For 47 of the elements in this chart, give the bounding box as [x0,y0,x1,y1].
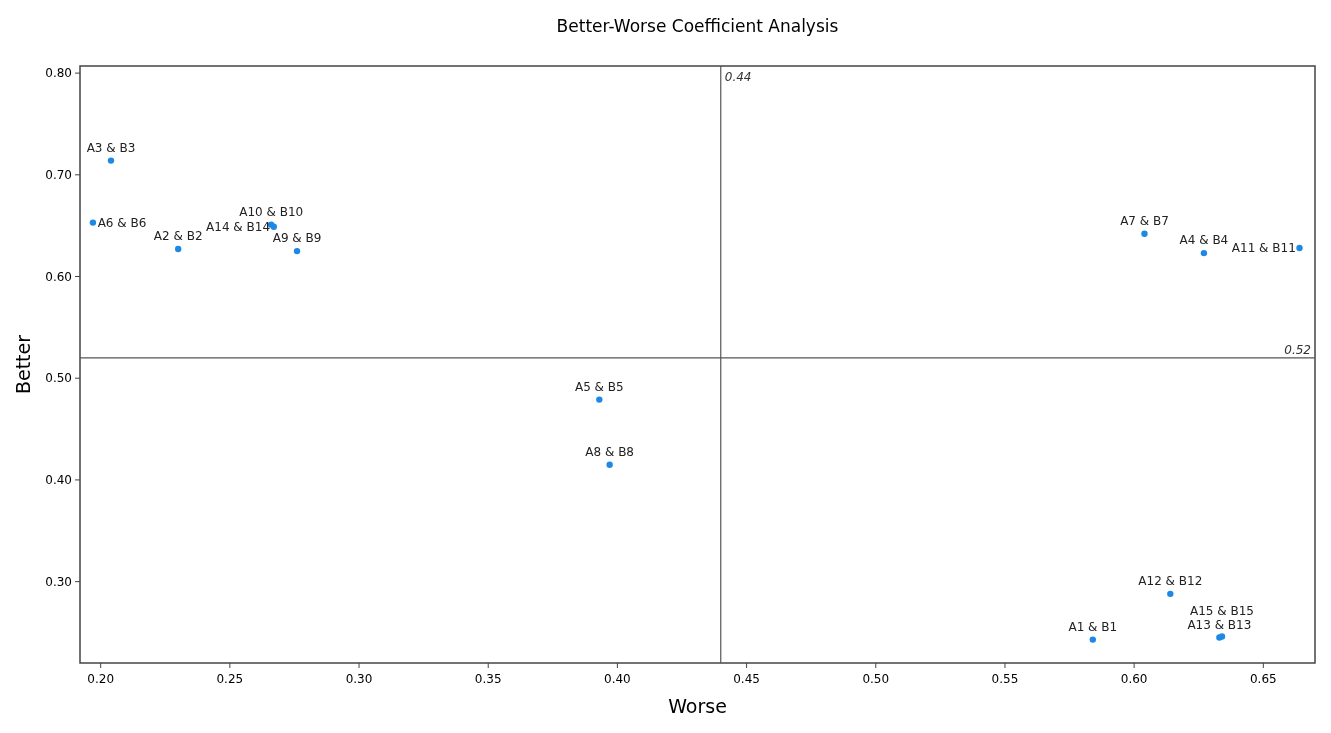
annotation: A10 & B10 [239,204,304,219]
x-tick-label: 0.50 [862,672,890,686]
y-tick-label: 0.60 [45,269,72,284]
annotation: A1 & B1 [1068,619,1118,634]
annotation: A4 & B4 [1179,233,1229,248]
x-tick-label: 0.30 [345,672,373,686]
x-tick-label: 0.40 [604,672,631,686]
point [89,219,97,226]
x-tick-label: 0.20 [87,672,115,686]
annotation: A8 & B8 [585,444,635,459]
annotation: A15 & B15 [1190,603,1254,618]
y-tick-label: 0.40 [45,472,72,487]
x-tick-label: 0.25 [216,672,244,686]
ref-line-label: 0.52 [1284,342,1311,357]
annotation: A13 & B13 [1187,617,1252,632]
point [1296,244,1303,252]
y-tick-label: 0.70 [45,167,72,182]
y-tick-label: 0.50 [45,371,72,386]
ref-line-label: 0.44 [724,70,752,84]
annotation: A7 & B7 [1120,213,1169,228]
annotation: A11 & B11 [1231,241,1296,256]
y-tick-label: 0.30 [45,574,72,589]
chart-title: Better-Worse Coefficient Analysis [556,16,839,36]
annotation: A6 & B6 [97,215,147,230]
point [606,461,613,468]
point [596,396,603,403]
annotation: A3 & B3 [86,140,136,155]
point [174,245,182,253]
point [1089,636,1096,643]
annotation: A5 & B5 [574,379,624,394]
annotation: A9 & B9 [272,231,322,246]
x-tick-label: 0.35 [474,672,502,686]
x-tick-label: 0.45 [733,672,760,686]
point [107,157,115,164]
point [1167,590,1174,598]
x-axis-title: Worse [668,695,727,717]
annotation: A14 & B14 [206,219,271,234]
y-tick-label: 0.80 [45,66,72,81]
x-tick-label: 0.55 [991,672,1019,686]
y-axis-title: Better [12,334,34,395]
x-tick-label: 0.65 [1249,672,1277,686]
point [1141,230,1148,237]
point [1200,249,1208,257]
x-tick-label: 0.60 [1120,672,1148,686]
annotation: A2 & B2 [153,229,203,244]
point [293,247,301,255]
annotation: A12 & B12 [1138,573,1203,588]
